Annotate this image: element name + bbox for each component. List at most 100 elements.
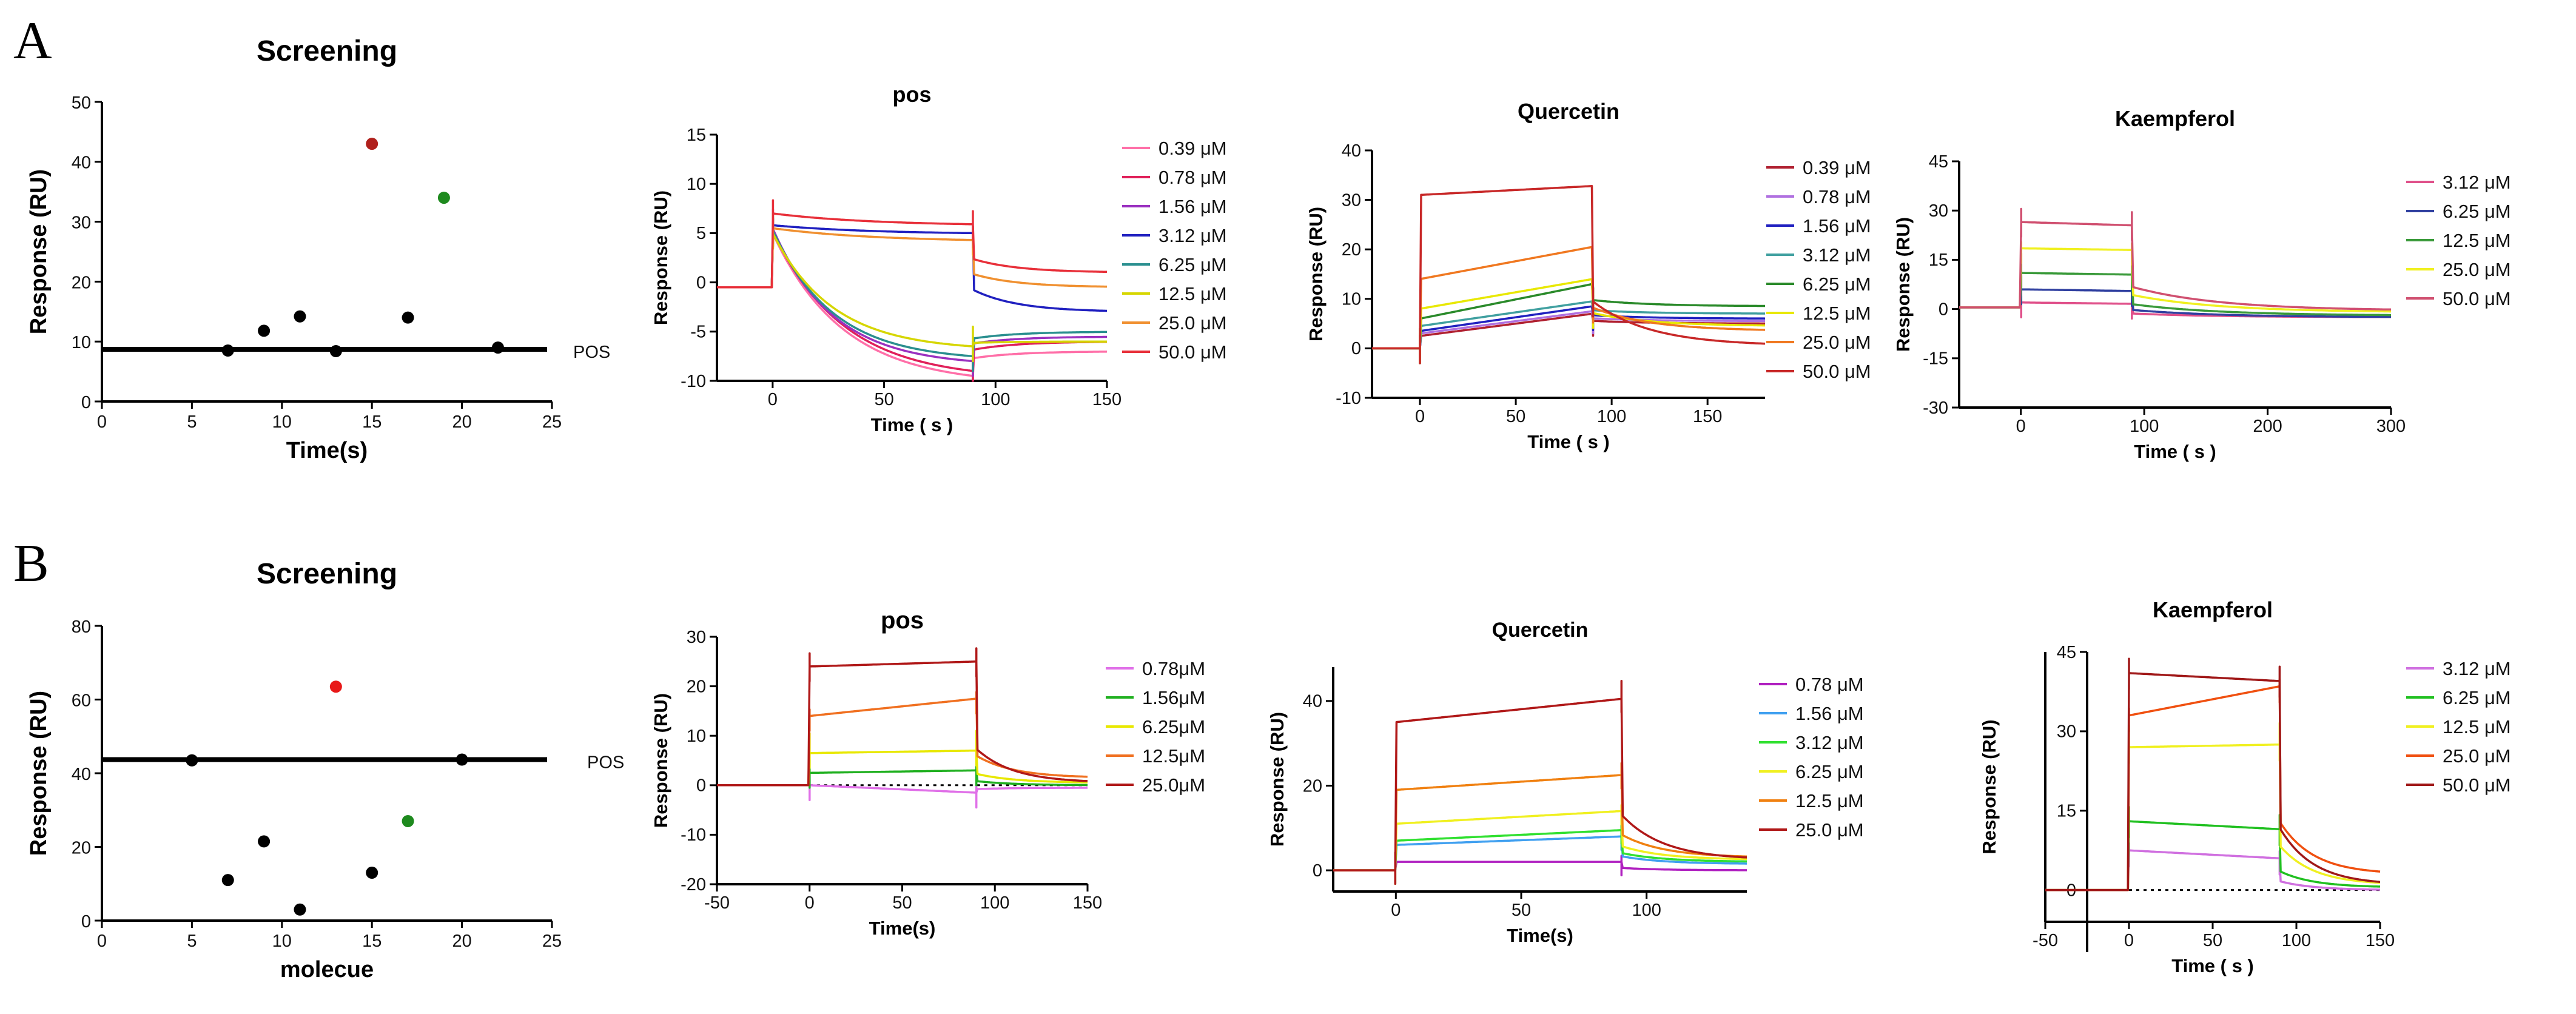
y-tick-label: 15 (1929, 250, 1948, 270)
y-tick-label: 40 (1303, 692, 1322, 711)
chart-title: Kaempferol (2153, 597, 2273, 622)
chart-b3: Quercetin 0 50 100 0 20 40 Time(s) Response (RU)… (1266, 619, 1864, 946)
y-axis-label: Response (RU) (26, 169, 52, 334)
series-line (1372, 283, 1765, 364)
series-line (717, 220, 1107, 289)
x-tick-label: 50 (1512, 901, 1531, 920)
data-point (258, 835, 271, 848)
y-tick-label: 45 (2057, 643, 2076, 662)
y-tick-label: 10 (72, 333, 91, 352)
legend-entry: 1.56 μM (1803, 215, 1871, 237)
legend: 0.78μM 1.56μM 6.25μM 12.5μM 25.0μM (1106, 658, 1205, 796)
data-point (221, 874, 234, 887)
legend: 0.78 μM 1.56 μM 3.12 μM 6.25 μM 12.5 μM 25.0 … (1759, 674, 1864, 841)
series-line (1372, 278, 1765, 364)
y-tick-label: 40 (72, 153, 91, 173)
x-tick-label: 25 (542, 932, 562, 951)
legend-entry: 0.78 μM (1159, 167, 1227, 188)
x-tick-label: 0 (768, 390, 778, 409)
legend-entry: 6.25 μM (2443, 687, 2511, 708)
legend-entry: 25.0 μM (1803, 332, 1871, 353)
x-axis-label: Time(s) (1507, 925, 1573, 946)
y-tick-label: -10 (681, 372, 706, 391)
series-line (717, 647, 1088, 787)
x-axis-label: Time ( s ) (2171, 955, 2254, 976)
x-axis-label: Time ( s ) (871, 414, 953, 435)
chart-title: pos (881, 607, 924, 634)
y-tick-label: 0 (1351, 339, 1361, 358)
y-tick-label: 0 (696, 273, 706, 292)
y-tick-label: -5 (690, 323, 706, 342)
series-line (1372, 246, 1765, 364)
series-line (717, 213, 1107, 363)
x-tick-label: 15 (362, 412, 382, 432)
x-tick-label: 100 (980, 893, 1009, 913)
data-point (221, 344, 234, 357)
x-tick-label: 150 (1073, 893, 1102, 913)
series-line (2045, 805, 2381, 891)
series-line (717, 217, 1107, 382)
legend-entry: 25.0 μM (1159, 312, 1227, 334)
data-point (329, 680, 342, 693)
x-tick-label: 0 (1391, 901, 1401, 920)
x-tick-label: 10 (272, 932, 292, 951)
series-line (1333, 762, 1747, 885)
y-tick-label: 45 (1929, 152, 1948, 172)
y-tick-label: 80 (72, 617, 91, 637)
series-line (717, 226, 1108, 382)
chart-title: Quercetin (1518, 99, 1619, 124)
legend-entry: 12.5 μM (2443, 230, 2511, 251)
legend-entry: 12.5 μM (1795, 790, 1864, 811)
legend-entry: 12.5μM (1142, 745, 1205, 767)
series-line (1959, 240, 2391, 313)
x-tick-label: 0 (2016, 417, 2026, 436)
series-line (2045, 678, 2381, 891)
chart-a3: Quercetin 0 50 100 150 -10 0 10 20 30 40 Time ( s )… (1305, 99, 1871, 452)
data-point (294, 903, 306, 916)
series-line (717, 777, 1088, 809)
y-tick-label: -15 (1923, 349, 1948, 369)
x-tick-label: 0 (805, 893, 815, 913)
threshold-label: POS (587, 753, 624, 773)
chart-b2: pos -50 0 50 100 150 -20 -10 0 10 20 30 Time(s) Respo… (650, 607, 1205, 939)
y-axis-label: Response (RU) (1892, 217, 1914, 352)
y-tick-label: 20 (1303, 776, 1322, 796)
y-tick-label: 0 (1939, 300, 1948, 319)
legend-entry: 6.25 μM (1795, 761, 1864, 782)
series-line (1333, 680, 1747, 885)
legend-entry: 6.25 μM (1803, 274, 1871, 295)
legend: 0.39 μM 0.78 μM 1.56 μM 3.12 μM 6.25 μM 12.5 … (1122, 138, 1227, 363)
x-axis-label: Time(s) (869, 918, 936, 939)
series-line (1333, 811, 1747, 885)
legend-entry: 1.56 μM (1159, 196, 1227, 217)
x-tick-label: 50 (1506, 407, 1525, 426)
legend-entry: 50.0 μM (1803, 361, 1871, 382)
series-line (2045, 722, 2381, 891)
legend-entry: 6.25μM (1142, 716, 1205, 737)
legend-entry: 1.56μM (1142, 687, 1205, 708)
y-tick-label: 0 (81, 912, 91, 932)
legend: 0.39 μM 0.78 μM 1.56 μM 3.12 μM 6.25 μM 12.5 … (1766, 157, 1871, 382)
data-point (366, 138, 378, 150)
x-tick-label: 0 (97, 932, 107, 951)
legend-entry: 50.0 μM (1159, 341, 1227, 363)
y-tick-label: -10 (681, 825, 706, 845)
x-tick-label: 150 (1693, 407, 1722, 426)
x-tick-label: 50 (2203, 931, 2222, 950)
x-tick-label: 150 (2366, 931, 2395, 950)
y-axis-label: Response (RU) (650, 190, 671, 325)
series-line (1959, 275, 2391, 318)
legend-entry: 3.12 μM (1803, 244, 1871, 266)
x-tick-label: 100 (2282, 931, 2311, 950)
y-tick-label: -30 (1923, 398, 1948, 418)
y-tick-label: 15 (2057, 802, 2076, 821)
y-tick-label: 20 (72, 273, 91, 292)
legend-entry: 3.12 μM (1159, 225, 1227, 246)
chart-title: Quercetin (1492, 619, 1589, 642)
data-point (366, 867, 378, 879)
legend-entry: 3.12 μM (1795, 732, 1864, 753)
y-axis-label: Response (RU) (1305, 207, 1327, 341)
y-tick-label: 40 (72, 765, 91, 784)
y-tick-label: 20 (72, 838, 91, 858)
